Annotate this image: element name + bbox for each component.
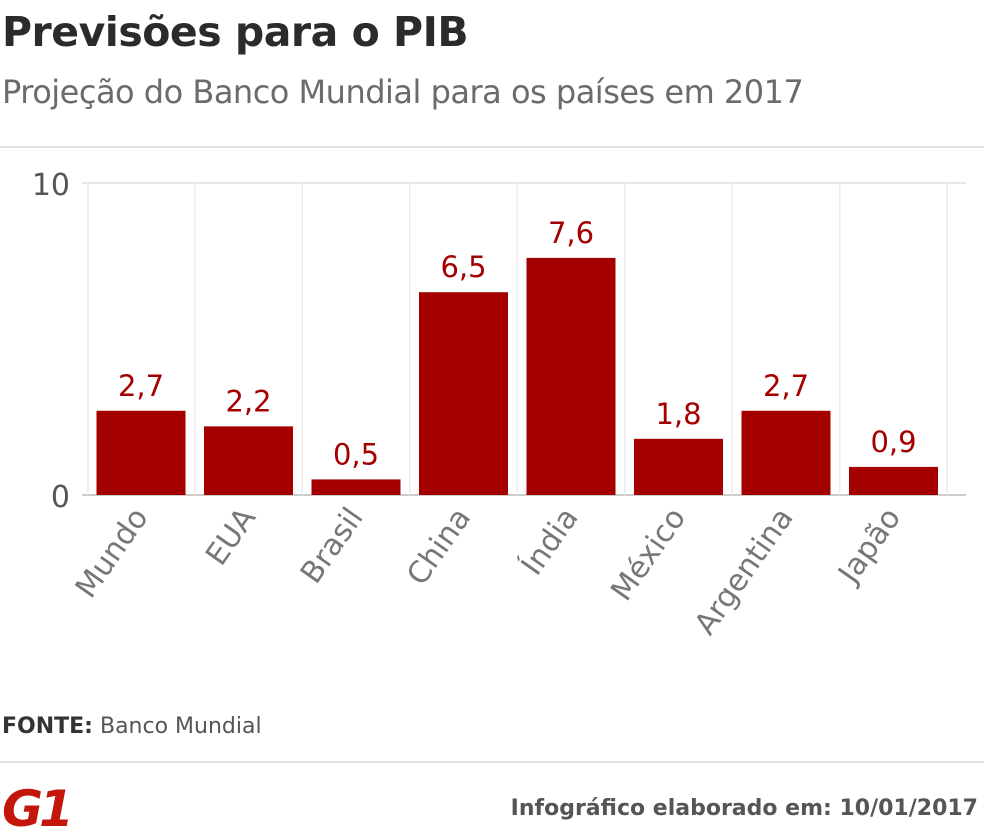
bar-japão	[849, 466, 938, 495]
chart-title: Previsões para o PIB	[2, 8, 469, 56]
bar-brasil	[311, 479, 401, 495]
chart-subtitle: Projeção do Banco Mundial para os países…	[2, 73, 804, 111]
bar-value-label: 0,9	[870, 425, 916, 459]
source-line: FONTE: Banco Mundial	[2, 712, 262, 742]
x-category-label: México	[604, 502, 693, 608]
x-category-label: China	[400, 502, 478, 592]
y-tick-label: 10	[32, 168, 70, 203]
bar-value-label: 2,7	[118, 369, 164, 403]
x-category-label: EUA	[199, 501, 263, 572]
g1-logo: G1	[2, 782, 70, 830]
bar-china	[419, 292, 508, 495]
bar-value-label: 2,7	[763, 369, 809, 403]
source-text: Banco Mundial	[99, 714, 262, 739]
bar-value-label: 2,2	[225, 384, 271, 418]
bar-méxico	[634, 438, 723, 495]
bottom-divider	[0, 761, 984, 763]
bar-argentina	[741, 410, 831, 495]
infographic-date-note: Infográfico elaborado em: 10/01/2017	[510, 796, 978, 821]
bar-eua	[204, 426, 293, 495]
bar-value-label: 7,6	[548, 216, 594, 250]
source-label: FONTE:	[2, 714, 93, 739]
x-category-label: Brasil	[294, 502, 371, 591]
bar-chart: 0 10 2,7 Mundo 2,2 EUA 0,5 Brasil 6,5 China 7,6 Índ…	[32, 168, 966, 642]
bar-value-label: 0,5	[333, 437, 379, 471]
x-category-label: Índia	[514, 501, 586, 582]
svg-text:G1: G1	[2, 782, 70, 830]
bar-value-label: 6,5	[440, 250, 486, 284]
y-tick-label: 0	[51, 480, 70, 515]
top-divider	[0, 146, 984, 148]
x-category-label: Argentina	[688, 502, 801, 642]
bar-mundo	[96, 410, 186, 495]
bar-value-label: 1,8	[655, 397, 701, 431]
x-category-label: Japão	[831, 502, 908, 592]
bar-índia	[526, 257, 616, 495]
x-category-label: Mundo	[69, 502, 156, 605]
